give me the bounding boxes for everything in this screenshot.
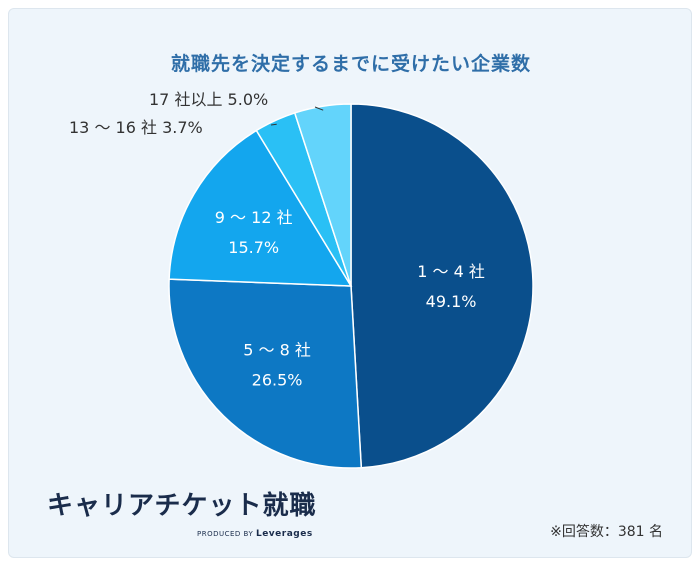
outside-label-5: 17 社以上 5.0% — [149, 90, 268, 109]
pie-slice-2 — [168, 278, 363, 469]
response-count-note: ※回答数：381 名 — [550, 524, 663, 540]
leader-line-5 — [314, 106, 324, 111]
chart-card: 就職先を決定するまでに受けたい企業数 1 〜 4 社 49.1% 5 〜 8 社 26… — [8, 8, 692, 558]
slice-value-1: 49.1% — [426, 292, 477, 311]
chart-title: 就職先を決定するまでに受けたい企業数 — [170, 53, 531, 75]
brand-credit-prefix: PRODUCED BY — [197, 530, 254, 538]
slice-value-4: 3.7% — [162, 118, 203, 137]
slice-label-3: 9 〜 12 社 — [215, 208, 293, 227]
pie-slice-3 — [168, 129, 353, 287]
brand-credit: PRODUCED BY Leverages — [197, 529, 313, 539]
slice-label-2: 5 〜 8 社 — [243, 340, 311, 359]
slice-label-4: 13 〜 16 社 — [69, 118, 162, 137]
slice-label-5: 17 社以上 — [149, 90, 228, 109]
slice-label-1: 1 〜 4 社 — [417, 262, 485, 281]
brand-credit-company: Leverages — [255, 529, 313, 539]
pie-chart: 1 〜 4 社 49.1% 5 〜 8 社 26.5% 9 〜 12 社 15.7% 13 … — [69, 90, 534, 469]
slice-value-5: 5.0% — [228, 90, 269, 109]
slice-value-3: 15.7% — [228, 238, 279, 257]
brand-logo: キャリアチケット就職 PRODUCED BY Leverages — [47, 485, 317, 539]
brand-name: キャリアチケット就職 — [47, 491, 317, 521]
slice-value-2: 26.5% — [252, 370, 303, 389]
pie-slice-1 — [350, 103, 534, 469]
outside-label-4: 13 〜 16 社 3.7% — [69, 118, 203, 137]
pie-slice-5 — [293, 103, 352, 287]
leader-line-4 — [270, 123, 277, 126]
